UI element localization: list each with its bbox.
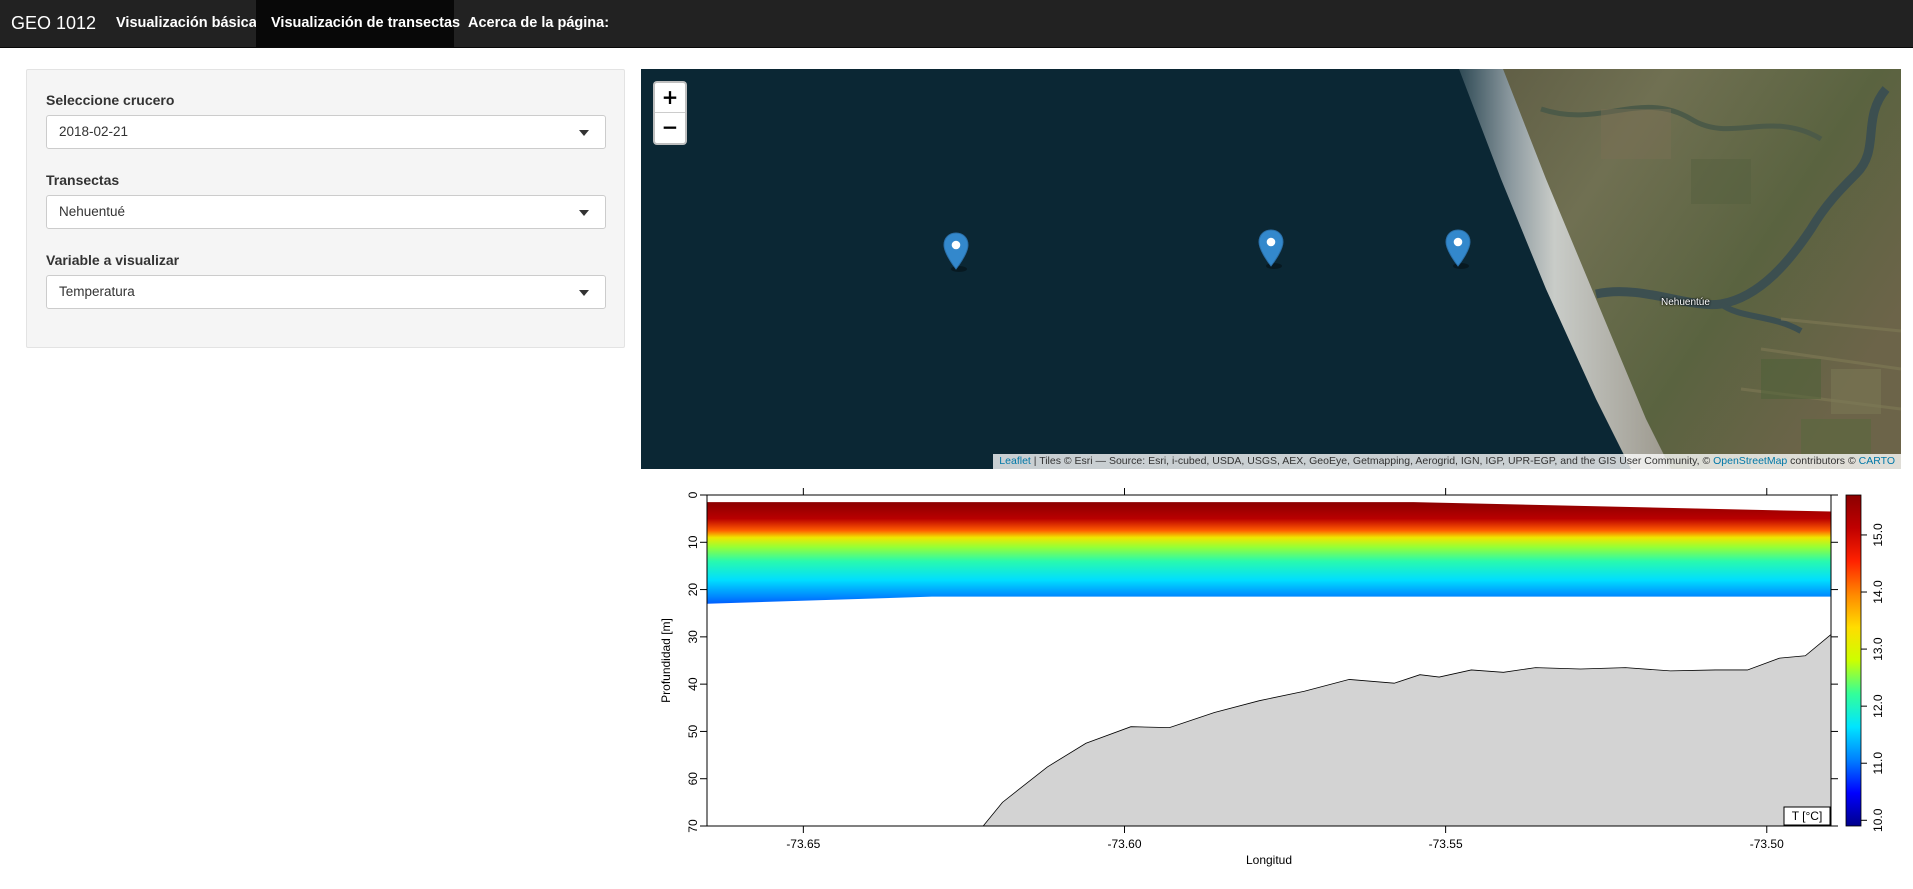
x-tick-label: -73.50 <box>1750 837 1784 851</box>
variable-select[interactable]: Temperatura <box>46 275 606 309</box>
tab-acerca[interactable]: Acerca de la página: <box>468 15 610 31</box>
y-tick-label: 0 <box>686 491 700 498</box>
y-tick-label: 70 <box>686 819 700 833</box>
y-tick-label: 20 <box>686 583 700 597</box>
colorbar-tick-label: 11.0 <box>1871 752 1885 775</box>
zoom-control: + − <box>653 81 687 145</box>
colorbar-tick-label: 10.0 <box>1871 808 1885 832</box>
x-tick-label: -73.60 <box>1107 837 1141 851</box>
x-tick-label: -73.55 <box>1429 837 1463 851</box>
colorbar-tick-label: 14.0 <box>1871 580 1885 604</box>
x-axis-label: Longitud <box>1246 853 1292 867</box>
temperature-section-field <box>707 502 1831 604</box>
bathymetry-area <box>982 633 1831 826</box>
attribution-contributors-text: contributors © <box>1787 455 1859 467</box>
colorbar-tick-label: 13.0 <box>1871 637 1885 661</box>
colorbar-tick-label: 15.0 <box>1871 523 1885 547</box>
map-attribution: Leaflet | Tiles © Esri — Source: Esri, i… <box>993 454 1901 469</box>
leaflet-map[interactable]: + − Nehuentúe Leaflet | Tiles © Esri — S… <box>641 69 1901 469</box>
y-tick-label: 50 <box>686 724 700 738</box>
caret-down-icon <box>579 130 589 136</box>
sidebar-panel: Seleccione crucero 2018-02-21 Transectas… <box>26 69 625 348</box>
variable-select-value: Temperatura <box>59 284 135 299</box>
map-place-label: Nehuentúe <box>1661 297 1710 308</box>
transect-select-value: Nehuentué <box>59 204 126 219</box>
tab-visualizacion-basica[interactable]: Visualización básica <box>116 15 257 31</box>
variable-label: Variable a visualizar <box>46 252 180 268</box>
colorbar-title: T [°C] <box>1792 809 1823 823</box>
map-marker-icon[interactable] <box>1258 229 1284 269</box>
zoom-out-button[interactable]: − <box>661 115 679 139</box>
colorbar-scale <box>1845 494 1862 827</box>
app-brand[interactable]: GEO 1012 <box>11 13 97 33</box>
y-tick-label: 40 <box>686 677 700 691</box>
transect-select[interactable]: Nehuentué <box>46 195 606 229</box>
caret-down-icon <box>579 290 589 296</box>
plot-frame <box>706 494 1832 827</box>
map-marker-icon[interactable] <box>943 232 969 272</box>
zoom-in-button[interactable]: + <box>655 83 685 113</box>
navbar: GEO 1012 Visualización básica Visualizac… <box>0 0 1913 48</box>
x-tick-label: -73.65 <box>786 837 820 851</box>
transect-section-plot: -73.65 -73.60 -73.55 -73.50 0 10 20 30 40 50 60 70 L… <box>641 480 1913 884</box>
osm-link[interactable]: OpenStreetMap <box>1713 455 1788 467</box>
leaflet-link[interactable]: Leaflet <box>999 455 1031 467</box>
tab-visualizacion-transectas[interactable]: Visualización de transectas <box>256 0 460 47</box>
cruise-label: Seleccione crucero <box>46 92 175 108</box>
attribution-tiles-text: | Tiles © Esri — Source: Esri, i-cubed, … <box>1030 455 1714 467</box>
y-tick-label: 30 <box>686 630 700 644</box>
y-tick-label: 10 <box>686 535 700 549</box>
cruise-select[interactable]: 2018-02-21 <box>46 115 606 149</box>
transect-label: Transectas <box>46 172 120 188</box>
y-tick-label: 60 <box>686 772 700 786</box>
cruise-select-value: 2018-02-21 <box>59 124 129 139</box>
section-chart-svg: -73.65 -73.60 -73.55 -73.50 0 10 20 30 40 50 60 70 L… <box>659 488 1885 867</box>
y-axis-label: Profundidad [m] <box>659 618 673 703</box>
carto-link[interactable]: CARTO <box>1858 455 1895 467</box>
colorbar-legend-box <box>1783 806 1831 826</box>
caret-down-icon <box>579 210 589 216</box>
satellite-basemap <box>641 69 1901 469</box>
colorbar-tick-label: 12.0 <box>1871 694 1885 718</box>
map-marker-icon[interactable] <box>1445 229 1471 269</box>
